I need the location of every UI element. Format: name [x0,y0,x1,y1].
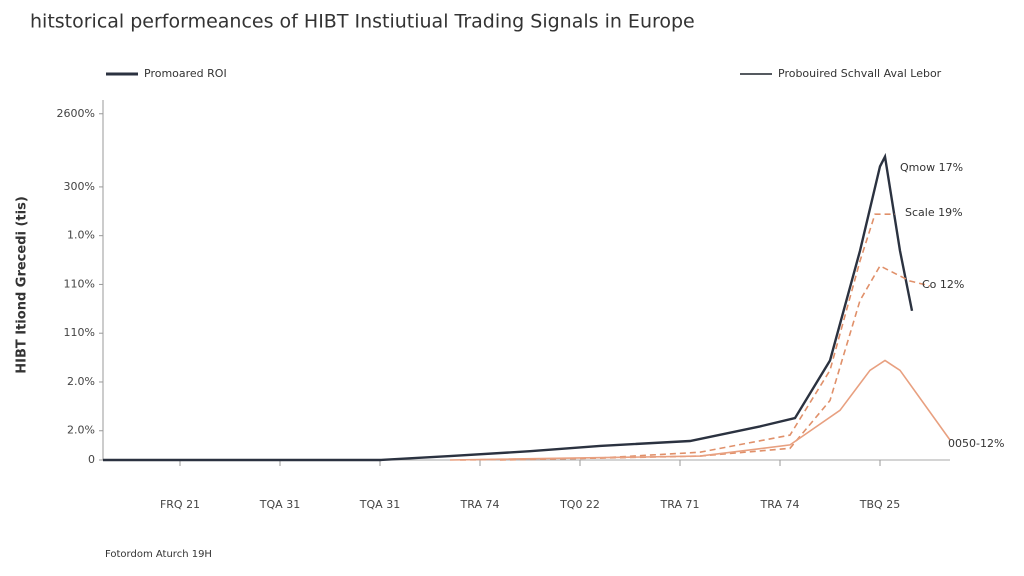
series-line [103,152,914,462]
series-annotation: Qmow 17% [900,161,963,174]
series-annotation: 0050-12% [948,437,1004,450]
series-line [449,359,951,461]
x-tick-label: FRQ 21 [160,498,200,511]
y-axis-title: HIBT Itiond Grecedi (tis) [15,196,30,374]
legend-label: Probouired Schvall Aval Lebor [778,67,942,80]
y-tick-label: 2.0% [67,424,95,437]
legend-label: Promoared ROI [144,67,227,80]
y-tick-label: 110% [64,326,95,339]
chart-title: hitstorical performeances of HIBT Instiu… [30,11,695,33]
x-tick-label: TRA 74 [760,498,800,511]
x-tick-label: TBQ 25 [859,498,900,511]
series-line [499,264,931,461]
series-annotation: Co 12% [922,278,964,291]
y-tick-label: 2.0% [67,375,95,388]
x-tick-label: TRA 74 [460,498,500,511]
x-tick-label: TQ0 22 [559,498,600,511]
y-tick-label: 300% [64,180,95,193]
x-tick-label: TQA 31 [359,498,400,511]
y-tick-label: 1.0% [67,229,95,242]
series-line [459,213,895,461]
y-tick-label: 0 [88,453,95,466]
x-tick-label: TRA 71 [660,498,700,511]
x-tick-label: TQA 31 [259,498,300,511]
footer: Fotordom Aturch 19H [105,549,212,560]
y-tick-label: 2600% [57,107,95,120]
series-annotation: Scale 19% [905,206,963,219]
y-tick-label: 110% [64,277,95,290]
